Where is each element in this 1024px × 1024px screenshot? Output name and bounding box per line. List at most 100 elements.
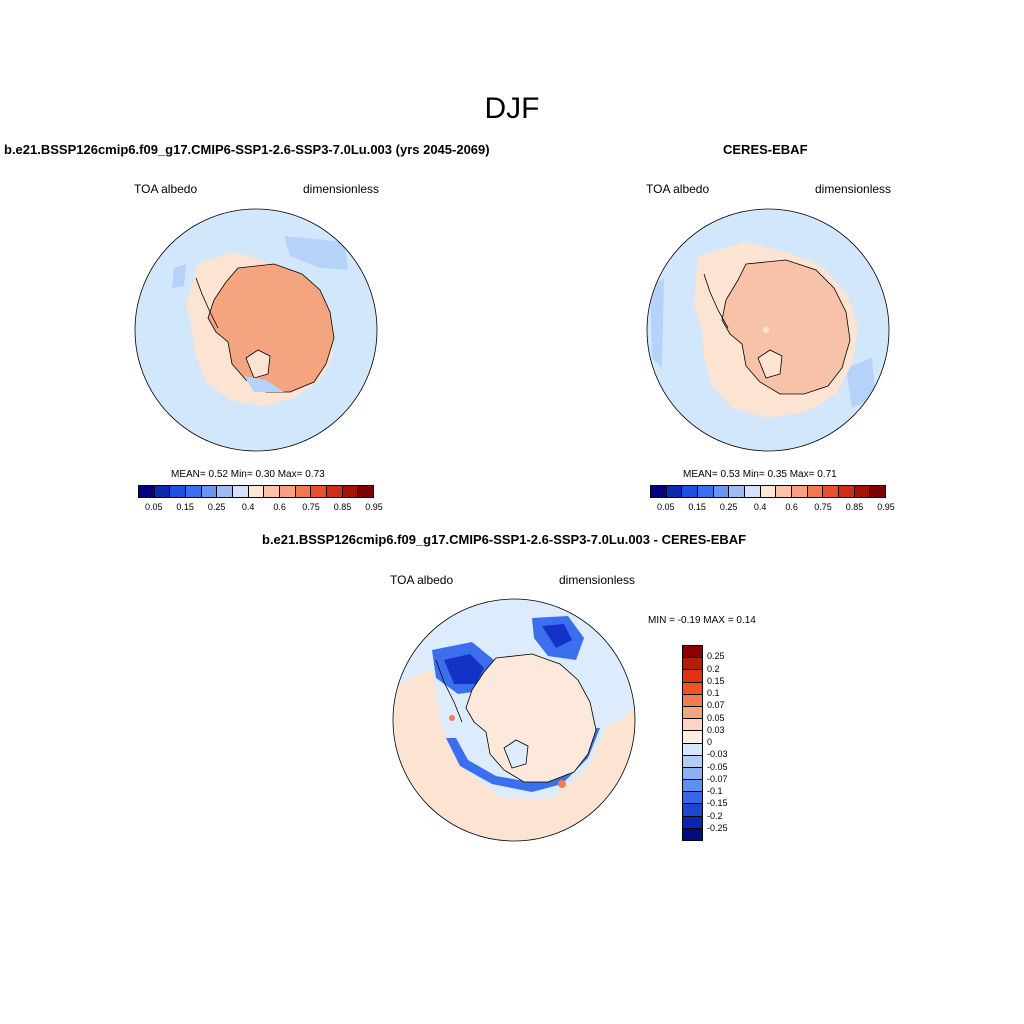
obs-units-label: dimensionless: [815, 182, 892, 196]
colorbar-swatch: [683, 816, 702, 829]
diff-variable-label: TOA albedo: [390, 573, 454, 587]
colorbar-swatch: [217, 486, 234, 497]
colorbar-tick-label: -0.1: [707, 786, 723, 796]
colorbar-swatch: [201, 486, 218, 497]
pale-blue-patch: [846, 358, 876, 408]
colorbar-tick-label: -0.05: [707, 761, 728, 772]
model-variable-label: TOA albedo: [134, 182, 198, 196]
colorbar-swatch: [683, 804, 702, 817]
colorbar-tick-label: 0.4: [241, 502, 255, 512]
colorbar-swatch: [839, 486, 855, 497]
pale-blue-patch: [172, 264, 186, 288]
negative-core-west: [444, 654, 484, 684]
colorbar-tick-label: 0.95: [877, 502, 895, 512]
colorbar-tick-label: 0.05: [656, 502, 675, 512]
positive-coastal-spot: [558, 780, 566, 788]
model-panel-title: b.e21.BSSP126cmip6.f09_g17.CMIP6-SSP1-2.…: [4, 142, 490, 157]
colorbar-tick-label: 0.1: [707, 688, 720, 698]
ross-ice-notch: [245, 349, 271, 379]
colorbar-swatch: [683, 670, 702, 683]
colorbar-swatch: [358, 486, 374, 497]
colorbar-swatch: [683, 658, 702, 671]
colorbar-tick-label: -0.2: [707, 810, 723, 821]
colorbar-swatch: [683, 682, 702, 695]
colorbar-swatch: [870, 486, 886, 497]
colorbar-swatch: [776, 486, 793, 497]
colorbar-swatch: [170, 486, 187, 497]
colorbar-swatch: [295, 486, 312, 497]
colorbar-tick-label: 0.75: [302, 502, 320, 512]
colorbar-swatch: [666, 486, 683, 497]
colorbar-swatch: [683, 767, 702, 781]
model-colorbar-ticks: 0.05 0.15 0.25 0.4 0.6 0.75 0.85 0.95: [138, 502, 383, 514]
colorbar-tick-label: -0.25: [707, 822, 728, 833]
colorbar-tick-label: -0.03: [707, 749, 728, 760]
colorbar-swatch: [311, 486, 328, 497]
colorbar-swatch: [729, 486, 746, 497]
ross-ice-notch: [757, 349, 783, 379]
obs-colorbar-ticks: 0.05 0.15 0.25 0.4 0.6 0.75 0.85 0.95: [650, 502, 895, 514]
colorbar-tick-label: 0.6: [273, 502, 286, 512]
antarctic-continent: [721, 259, 851, 395]
colorbar-swatch: [248, 486, 265, 497]
colorbar-swatch: [683, 780, 702, 793]
positive-coastal-spot: [449, 715, 455, 721]
diff-polar-map: [392, 598, 636, 842]
colorbar-swatch: [792, 486, 808, 497]
colorbar-swatch: [683, 719, 702, 732]
negative-core-north: [542, 624, 572, 648]
positive-ring: [393, 668, 635, 841]
colorbar-swatch: [683, 694, 702, 707]
colorbar-tick-label: 0.05: [707, 712, 725, 723]
colorbar-swatch: [683, 828, 702, 840]
obs-panel-title: CERES-EBAF: [723, 142, 808, 157]
colorbar-swatch: [683, 755, 702, 768]
colorbar-tick-label: 0.75: [814, 502, 832, 512]
ross-ice-notch: [503, 739, 529, 769]
colorbar-tick-label: -0.07: [707, 773, 728, 784]
colorbar-tick-label: 0.85: [333, 502, 352, 512]
colorbar-swatch: [327, 486, 343, 497]
colorbar-swatch: [139, 486, 155, 497]
diff-units-label: dimensionless: [559, 573, 636, 587]
colorbar-tick-label: 0.25: [719, 502, 738, 512]
antarctic-continent: [465, 653, 597, 783]
model-polar-map: [134, 208, 378, 452]
obs-stats: MEAN= 0.53 Min= 0.35 Max= 0.71: [683, 469, 837, 480]
peninsula-outline: [195, 277, 219, 329]
colorbar-swatch: [683, 731, 702, 744]
colorbar-tick-label: 0.15: [688, 502, 706, 512]
colorbar-tick-label: 0.07: [707, 700, 725, 711]
model-colorbar: [138, 485, 374, 498]
diff-colorbar: [682, 645, 703, 841]
pale-blue-patch: [284, 236, 348, 270]
colorbar-tick-label: 0.15: [176, 502, 194, 512]
colorbar-swatch: [823, 486, 840, 497]
peninsula-outline: [435, 659, 463, 723]
colorbar-swatch: [233, 486, 249, 497]
colorbar-swatch: [264, 486, 281, 497]
obs-variable-label: TOA albedo: [646, 182, 710, 196]
colorbar-swatch: [154, 486, 171, 497]
obs-colorbar: [650, 485, 886, 498]
colorbar-swatch: [698, 486, 714, 497]
colorbar-swatch: [280, 486, 296, 497]
colorbar-tick-label: -0.15: [707, 798, 728, 809]
colorbar-swatch: [713, 486, 730, 497]
model-units-label: dimensionless: [303, 182, 380, 196]
colorbar-tick-label: 0.25: [707, 651, 725, 662]
colorbar-swatch: [342, 486, 359, 497]
colorbar-tick-label: 0.03: [707, 724, 725, 735]
colorbar-tick-label: 0.85: [845, 502, 864, 512]
diff-colorbar-ticks: 0.25 0.2 0.15 0.1 0.07 0.05 0.03 0 -0.03 -0.05 -0.…: [707, 645, 747, 841]
season-title: DJF: [484, 92, 540, 125]
colorbar-swatch: [651, 486, 667, 497]
model-stats: MEAN= 0.52 Min= 0.30 Max= 0.73: [171, 469, 325, 480]
colorbar-swatch: [760, 486, 777, 497]
pale-blue-patch: [650, 278, 664, 368]
colorbar-swatch: [683, 792, 702, 805]
colorbar-swatch: [683, 706, 702, 720]
colorbar-tick-label: 0.15: [707, 675, 725, 686]
dome-bright-spot: [763, 327, 769, 333]
obs-polar-map: [646, 208, 890, 452]
